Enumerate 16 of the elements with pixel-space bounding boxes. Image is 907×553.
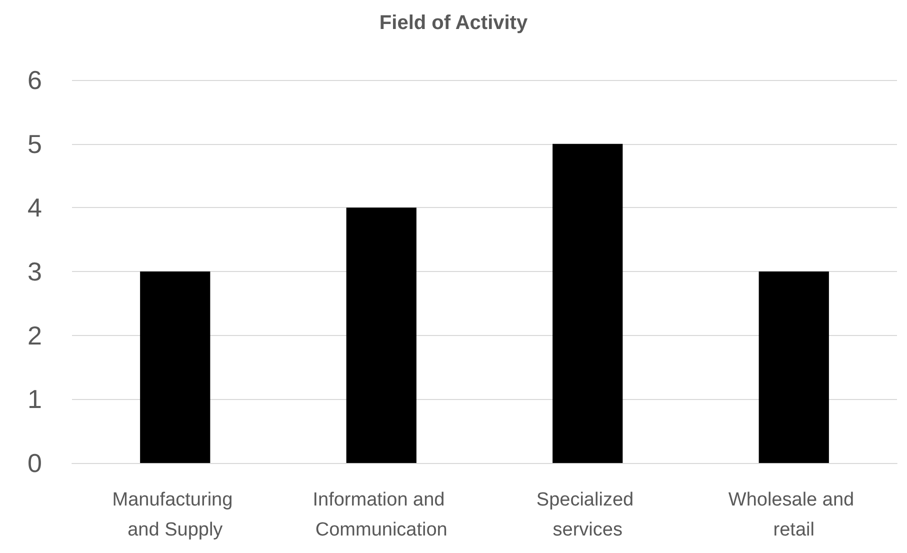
- y-tick-label: 5: [28, 128, 42, 159]
- chart-title: Field of Activity: [379, 12, 528, 34]
- y-tick-label: 2: [28, 320, 42, 350]
- x-tick-label: Information and Communication: [312, 490, 450, 540]
- y-tick-label: 6: [28, 65, 42, 95]
- x-tick-label: Wholesale and retail: [728, 490, 860, 540]
- x-tick-label: Manufacturing and Supply: [112, 490, 238, 540]
- bar: [552, 144, 623, 463]
- y-tick-label: 4: [28, 192, 42, 223]
- bar: [346, 208, 416, 463]
- y-tick-label: 1: [28, 384, 42, 414]
- bar: [758, 272, 829, 463]
- y-tick-label: 3: [28, 256, 42, 286]
- x-tick-label: Specialized services: [536, 490, 639, 540]
- bar: [140, 272, 210, 463]
- y-tick-label: 0: [28, 448, 42, 478]
